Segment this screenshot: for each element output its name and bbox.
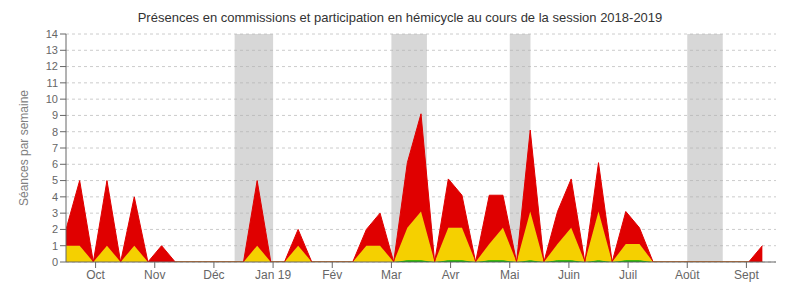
svg-text:Oct: Oct [86,268,105,282]
svg-text:6: 6 [52,158,58,170]
svg-text:Séances par semaine: Séances par semaine [17,90,31,206]
svg-text:7: 7 [52,142,58,154]
svg-text:Mar: Mar [381,268,402,282]
svg-text:12: 12 [46,60,58,72]
svg-text:Jan 19: Jan 19 [255,268,291,282]
svg-text:Août: Août [675,268,700,282]
svg-text:14: 14 [46,28,58,40]
svg-text:5: 5 [52,174,58,186]
svg-text:11: 11 [47,77,58,89]
svg-text:Déc: Déc [203,268,224,282]
svg-text:2: 2 [52,223,58,235]
svg-text:Juil: Juil [619,268,637,282]
svg-text:1: 1 [52,240,58,252]
svg-text:Avr: Avr [442,268,460,282]
svg-text:0: 0 [52,256,58,268]
svg-text:Fév: Fév [322,268,342,282]
svg-text:13: 13 [46,44,58,56]
svg-text:8: 8 [52,126,58,138]
svg-text:Nov: Nov [144,268,165,282]
svg-text:Juin: Juin [558,268,580,282]
svg-text:Mai: Mai [500,268,519,282]
svg-text:3: 3 [52,207,58,219]
html-text:Présences en commissions et pa: Présences en commissions et participatio… [137,10,663,25]
svg-text:4: 4 [52,191,58,203]
svg-text:Sept: Sept [734,268,759,282]
svg-text:9: 9 [52,109,58,121]
svg-text:10: 10 [46,93,58,105]
